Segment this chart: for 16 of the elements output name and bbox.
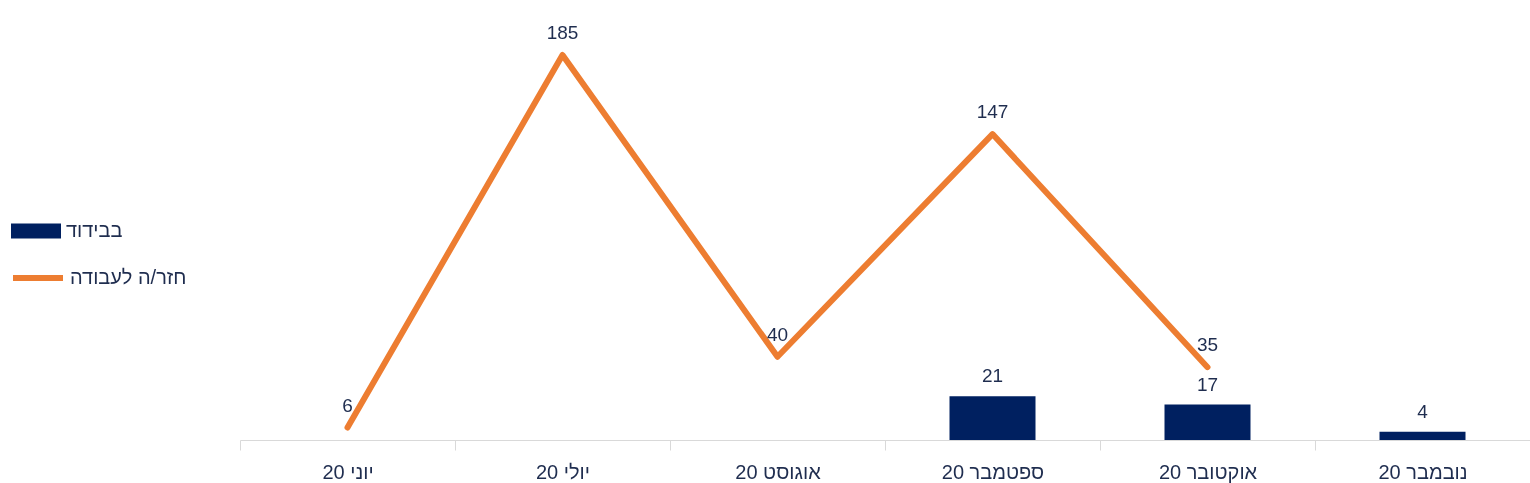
x-tick-label: יולי 20 (536, 460, 590, 483)
x-tick-label: אוקטובר 20 (1158, 460, 1258, 483)
legend-label: חזר/ה לעבודה (70, 266, 187, 288)
data-label: 147 (976, 101, 1009, 123)
data-label: 185 (546, 22, 579, 43)
data-label: 21 (981, 365, 1004, 387)
data-label: 40 (766, 323, 789, 345)
data-label: 4 (1417, 400, 1429, 422)
x-tick-label: אוגוסט 20 (735, 460, 822, 483)
data-label: 17 (1196, 373, 1219, 395)
data-label: 35 (1196, 334, 1219, 356)
x-tick-label: יוני 20 (322, 460, 374, 483)
data-label: 6 (342, 394, 353, 416)
x-tick-label: נובמבר 20 (1378, 460, 1468, 483)
legend-label: בבידוד (66, 219, 123, 241)
x-tick-label: ספטמבר 20 (941, 460, 1045, 483)
